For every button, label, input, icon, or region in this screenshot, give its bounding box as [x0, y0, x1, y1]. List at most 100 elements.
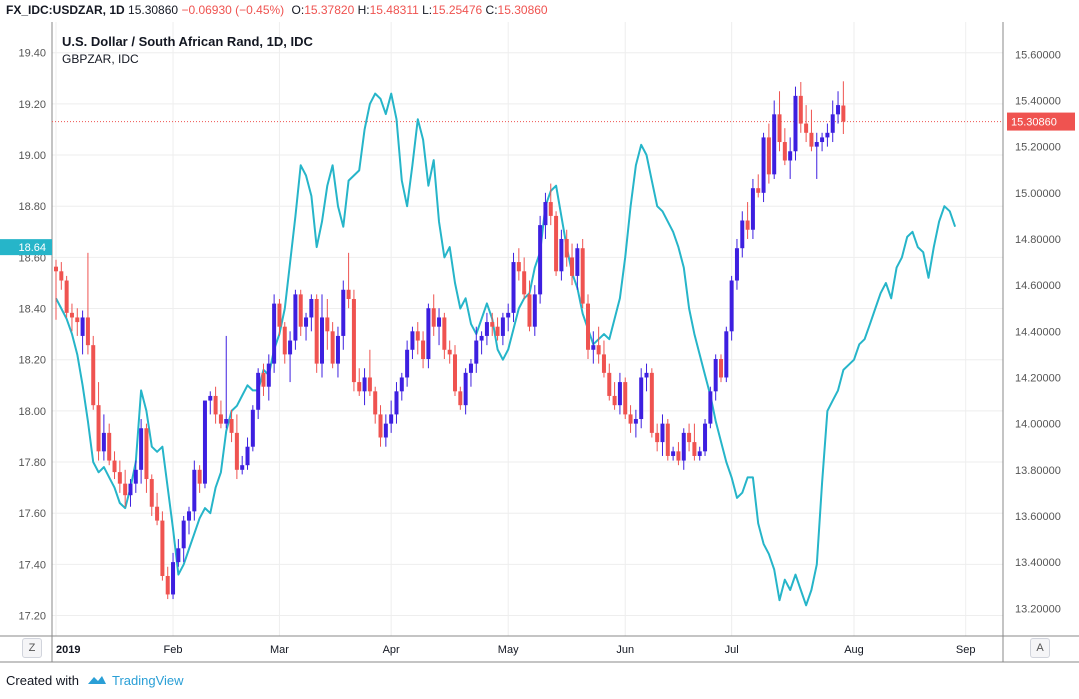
- candle-body: [298, 294, 303, 327]
- candle-body: [399, 377, 404, 392]
- tradingview-logo-icon[interactable]: [87, 673, 107, 684]
- candle: [804, 105, 809, 143]
- candle-body: [506, 312, 511, 318]
- candle-body: [250, 409, 255, 447]
- candle-body: [176, 548, 181, 563]
- candle: [745, 202, 750, 239]
- right-tick-label: 14.80000: [1015, 234, 1061, 246]
- symbol-name[interactable]: FX_IDC:USDZAR, 1D: [6, 3, 125, 17]
- candle: [703, 419, 708, 456]
- left-tick-label: 17.40: [18, 559, 46, 571]
- right-tick-label: 13.80000: [1015, 465, 1061, 477]
- candle: [298, 289, 303, 336]
- candle: [80, 310, 85, 355]
- candle-body: [761, 137, 766, 193]
- chart-subtitle: GBPZAR, IDC: [62, 52, 139, 66]
- right-tick-label: 14.40000: [1015, 326, 1061, 338]
- candle: [405, 340, 410, 387]
- candle: [607, 363, 612, 401]
- candle: [101, 414, 106, 461]
- candle-body: [756, 188, 761, 193]
- candle-body: [224, 419, 229, 424]
- symbol-header: FX_IDC:USDZAR, 1D 15.30860 −0.06930 (−0.…: [6, 3, 548, 17]
- candle-body: [144, 428, 149, 480]
- candle: [580, 238, 585, 309]
- candle: [692, 423, 697, 461]
- candle: [820, 132, 825, 152]
- candle-body: [85, 317, 90, 346]
- candle-body: [96, 405, 101, 452]
- axis-labels: 17.20 17.40 17.60 17.80 18.00 18.20 18.40 18.60…: [0, 48, 1075, 656]
- left-tick-label: 19.00: [18, 150, 46, 162]
- candle: [383, 414, 388, 447]
- candle-body: [740, 220, 745, 249]
- left-tick-label: 18.00: [18, 406, 46, 418]
- time-zone-button[interactable]: Z: [22, 638, 42, 658]
- candle: [511, 252, 516, 323]
- candle-body: [80, 317, 85, 336]
- candle-body: [133, 469, 138, 484]
- candle: [330, 322, 335, 369]
- candle: [559, 229, 564, 281]
- candle: [165, 566, 170, 600]
- right-tick-label: 14.00000: [1015, 419, 1061, 431]
- right-tick-label: 15.00000: [1015, 188, 1061, 200]
- candle: [495, 317, 500, 341]
- change-value: −0.06930 (−0.45%): [181, 3, 285, 17]
- candle-body: [554, 215, 559, 272]
- candle-body: [766, 137, 771, 175]
- candle: [346, 252, 351, 309]
- candle: [660, 414, 665, 456]
- candle: [394, 382, 399, 424]
- candle-body: [697, 451, 702, 456]
- candle: [644, 363, 649, 392]
- candle: [548, 183, 553, 226]
- auto-scale-button[interactable]: A: [1030, 638, 1050, 658]
- candle-body: [107, 432, 112, 461]
- candle: [373, 386, 378, 424]
- candle: [192, 460, 197, 521]
- candle: [458, 386, 463, 410]
- candle-body: [75, 317, 80, 323]
- candle: [655, 423, 660, 452]
- candle-body: [692, 442, 697, 456]
- candle: [437, 308, 442, 346]
- candle: [229, 409, 234, 443]
- candle: [320, 294, 324, 378]
- gbpzar-current-badge: [0, 239, 52, 256]
- candle-body: [628, 414, 633, 424]
- candle: [240, 455, 245, 475]
- x-tick-label: Mar: [270, 644, 289, 656]
- candle-body: [500, 317, 505, 336]
- candle: [570, 243, 575, 286]
- candle: [697, 446, 702, 461]
- candle-body: [479, 335, 484, 341]
- tradingview-brand[interactable]: TradingView: [112, 673, 184, 688]
- candle-body: [607, 372, 612, 396]
- candle-body: [724, 331, 729, 378]
- candle: [357, 368, 362, 396]
- candle: [91, 335, 96, 410]
- footer-credit: Created with TradingView: [6, 673, 184, 688]
- candle: [59, 262, 64, 290]
- candle-body: [511, 262, 516, 313]
- candle: [825, 123, 830, 147]
- open-key: O:: [291, 3, 305, 17]
- candle-body: [218, 414, 223, 424]
- candle-body: [617, 382, 622, 406]
- candle-body: [532, 294, 537, 327]
- high-value: 15.48311: [369, 3, 419, 17]
- candle: [830, 100, 835, 143]
- x-tick-label: May: [498, 644, 519, 656]
- candle-body: [681, 432, 686, 461]
- candle-body: [745, 220, 750, 230]
- candle-body: [575, 248, 580, 276]
- candle: [708, 386, 713, 429]
- candle: [623, 377, 628, 420]
- candle: [224, 335, 229, 429]
- candle-body: [612, 395, 617, 406]
- candle-body: [59, 271, 64, 281]
- candle-body: [213, 395, 218, 415]
- candle-body: [282, 326, 287, 355]
